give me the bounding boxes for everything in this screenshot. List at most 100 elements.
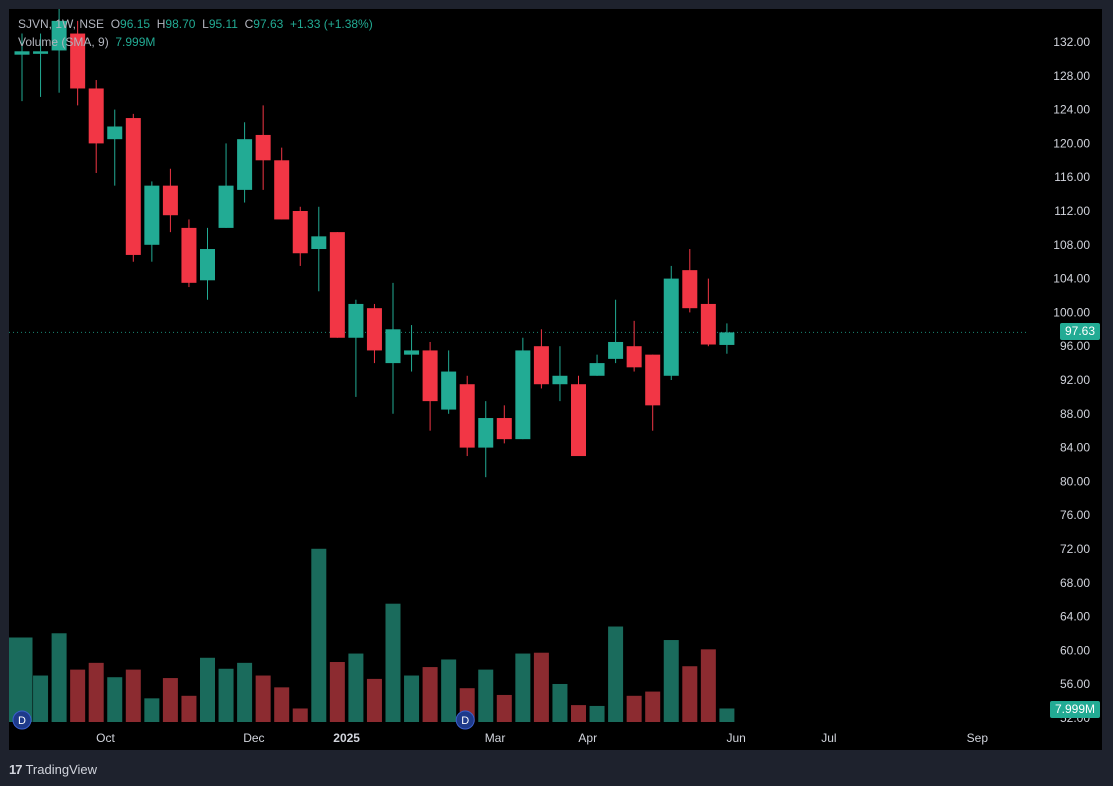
low-value: 95.11 (208, 17, 238, 31)
y-axis-tick-label: 88.00 (1060, 407, 1090, 421)
ohlc-legend: SJVN, 1W, NSE O96.15 H98.70 L95.11 C97.6… (18, 17, 373, 31)
volume-bar (515, 653, 531, 722)
volume-bar (366, 678, 382, 722)
candle-body[interactable] (589, 363, 605, 376)
candle-body[interactable] (459, 384, 475, 448)
tradingview-footer[interactable]: 17 TradingView (9, 759, 97, 779)
candle-body[interactable] (255, 134, 271, 161)
high-value: 98.70 (165, 17, 196, 31)
volume-bar (218, 668, 234, 722)
y-axis-tick-label: 100.00 (1053, 305, 1090, 319)
volume-bar (608, 626, 624, 722)
candle-body[interactable] (329, 232, 345, 338)
y-axis-tick-label: 56.00 (1060, 677, 1090, 691)
candle-body[interactable] (237, 139, 253, 190)
symbol-label[interactable]: SJVN, 1W, NSE (18, 17, 105, 31)
candle-body[interactable] (441, 371, 457, 410)
volume-bar (626, 695, 642, 722)
y-axis-tick-label: 60.00 (1060, 643, 1090, 657)
y-axis-tick-label: 84.00 (1060, 441, 1090, 455)
candle-body[interactable] (70, 33, 86, 89)
open-label: O (110, 17, 121, 31)
volume-bar (70, 669, 86, 722)
volume-bar (200, 657, 215, 722)
candle-body[interactable] (144, 185, 160, 245)
candle-body[interactable] (645, 354, 661, 406)
volume-bar (292, 708, 308, 722)
candle-body[interactable] (626, 346, 642, 368)
dividend-marker-label: D (461, 715, 469, 727)
candle-body[interactable] (385, 329, 401, 364)
candle-body[interactable] (107, 126, 123, 140)
y-axis-tick-label: 68.00 (1060, 576, 1090, 590)
candle-body[interactable] (162, 185, 178, 216)
volume-bar (496, 694, 512, 722)
y-axis-tick-label: 120.00 (1053, 136, 1090, 150)
chart-panel[interactable]: D D 132.00 128.00 124.00 120.00 116.00 112.00 10… (9, 9, 1102, 750)
y-axis-tick-label: 96.00 (1060, 339, 1090, 353)
volume-bar (663, 640, 679, 722)
candle-body[interactable] (404, 350, 420, 355)
candle-body[interactable] (14, 51, 30, 55)
candle-body[interactable] (478, 418, 494, 448)
candle-body[interactable] (366, 308, 382, 351)
candle-body[interactable] (311, 236, 327, 250)
tradingview-logo-icon: 17 (9, 761, 23, 777)
candle-body[interactable] (533, 346, 549, 385)
volume-bar (645, 691, 661, 722)
volume-bar (385, 603, 401, 722)
y-axis-tick-label: 128.00 (1053, 69, 1090, 83)
volume-bar (51, 633, 67, 722)
volume-bar (33, 675, 49, 722)
candle-body[interactable] (571, 384, 586, 457)
volume-bar (274, 687, 290, 722)
candle-body[interactable] (125, 118, 141, 255)
volume-bar (329, 662, 345, 722)
candle-body[interactable] (608, 341, 624, 359)
volume-bar (422, 667, 438, 722)
candle-body[interactable] (218, 185, 234, 228)
candle-body[interactable] (181, 227, 197, 283)
y-axis-tick-label: 112.00 (1054, 204, 1090, 218)
close-value: 97.63 (253, 17, 284, 31)
y-axis-tick-label: 108.00 (1053, 238, 1090, 252)
volume-legend[interactable]: Volume (SMA, 9) 7.999M (18, 35, 155, 49)
volume-bar (404, 675, 420, 722)
candle-body[interactable] (422, 350, 438, 402)
volume-indicator-label: Volume (SMA, 9) (18, 35, 109, 49)
low-label: L (202, 17, 209, 31)
volume-bar (255, 675, 271, 722)
y-axis-tick-label: 116.00 (1054, 170, 1090, 184)
candle-body[interactable] (292, 211, 308, 254)
candle-body[interactable] (348, 303, 364, 338)
y-axis-tick-label: 76.00 (1060, 508, 1090, 522)
x-axis-tick-label: Dec (243, 731, 264, 745)
candle-body[interactable] (515, 350, 531, 440)
open-value: 96.15 (120, 17, 151, 31)
volume-bar (311, 548, 327, 722)
candle-body[interactable] (200, 249, 215, 281)
volume-bar (441, 659, 457, 722)
volume-bar (589, 705, 605, 722)
y-axis-tick-label: 132.00 (1053, 35, 1090, 49)
candle-body[interactable] (33, 51, 49, 54)
dividend-marker[interactable] (12, 710, 32, 730)
candle-body[interactable] (663, 278, 679, 376)
x-axis-tick-label: Jun (726, 731, 745, 745)
candle-body[interactable] (496, 418, 512, 440)
candle-body[interactable] (552, 375, 568, 385)
candle-body[interactable] (719, 332, 735, 345)
candle-body[interactable] (274, 160, 290, 220)
candle-body[interactable] (88, 88, 104, 144)
volume-bar (181, 695, 197, 722)
y-axis-tick-label: 104.00 (1053, 272, 1090, 286)
dividend-marker-label: D (18, 715, 26, 727)
dividend-marker[interactable] (455, 710, 475, 730)
candle-body[interactable] (682, 270, 698, 309)
volume-bar (162, 678, 178, 722)
x-axis-tick-label: 2025 (333, 731, 360, 745)
candle-body[interactable] (700, 303, 716, 345)
candle-body[interactable] (51, 20, 67, 51)
high-label: H (156, 17, 166, 31)
price-chart[interactable]: D D 132.00 128.00 124.00 120.00 116.00 112.00 10… (9, 9, 1102, 750)
